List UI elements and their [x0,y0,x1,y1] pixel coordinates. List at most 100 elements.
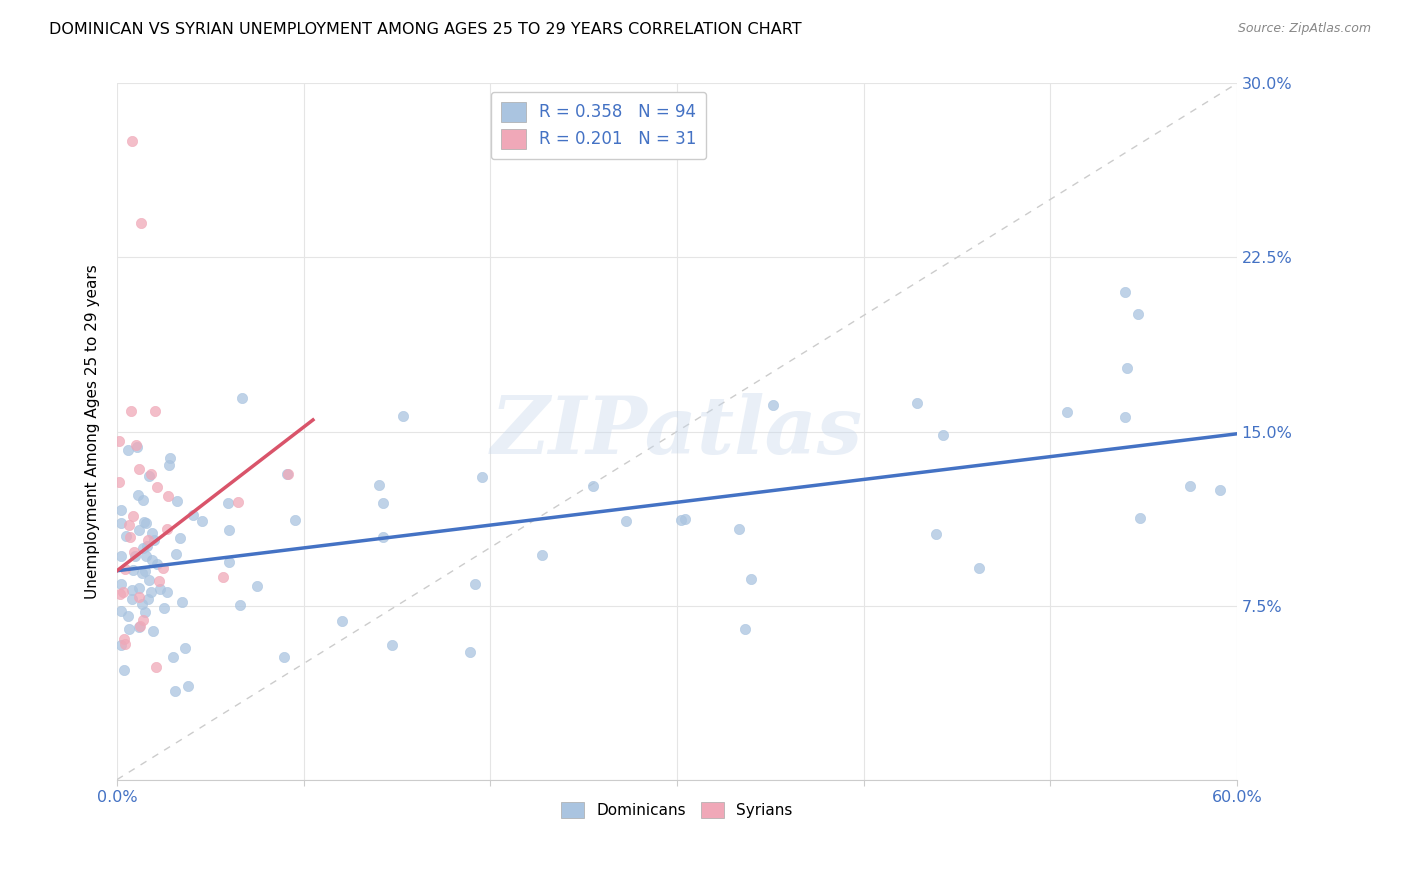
Point [1116,360,1139,375]
Point [191,514,214,528]
Point [157,458,180,472]
Point [614,514,637,528]
Point [141,467,163,482]
Point [131,493,153,508]
Point [211,570,233,584]
Point [112,585,135,599]
Point [115,528,138,542]
Point [131,597,153,611]
Point [112,632,135,646]
Point [110,516,132,531]
Point [146,480,169,494]
Point [728,522,751,536]
Point [176,679,198,693]
Point [136,539,159,553]
Point [165,547,187,561]
Point [120,404,142,418]
Point [110,576,132,591]
Point [1209,483,1232,497]
Point [142,624,165,638]
Point [169,531,191,545]
Point [277,467,299,481]
Point [121,582,143,597]
Point [114,637,136,651]
Point [110,503,132,517]
Point [129,216,152,230]
Text: ZIPatlas: ZIPatlas [491,392,863,470]
Point [143,533,166,547]
Point [125,438,148,452]
Point [118,623,141,637]
Point [226,494,249,508]
Point [153,600,176,615]
Text: Source: ZipAtlas.com: Source: ZipAtlas.com [1237,22,1371,36]
Point [132,515,155,529]
Y-axis label: Unemployment Among Ages 25 to 29 years: Unemployment Among Ages 25 to 29 years [86,264,100,599]
Point [121,591,143,606]
Point [110,604,132,618]
Point [148,574,170,588]
Point [124,545,146,559]
Point [246,579,269,593]
Point [273,650,295,665]
Point [128,590,150,604]
Point [135,549,157,564]
Point [610,146,633,161]
Point [170,595,193,609]
Point [129,619,152,633]
Point [1129,511,1152,525]
Text: DOMINICAN VS SYRIAN UNEMPLOYMENT AMONG AGES 25 TO 29 YEARS CORRELATION CHART: DOMINICAN VS SYRIAN UNEMPLOYMENT AMONG A… [49,22,801,37]
Point [156,522,179,536]
Point [181,508,204,522]
Point [734,622,756,636]
Point [967,561,990,575]
Point [135,516,157,530]
Point [740,572,762,586]
Point [367,478,389,492]
Point [128,462,150,476]
Point [108,434,131,448]
Point [464,576,486,591]
Point [110,587,132,601]
Point [141,525,163,540]
Point [128,581,150,595]
Point [145,558,167,572]
Point [112,664,135,678]
Point [108,475,131,490]
Point [1126,307,1149,321]
Point [110,549,132,563]
Point [134,606,156,620]
Point [121,135,143,149]
Point [276,467,298,481]
Point [1056,405,1078,419]
Point [134,564,156,578]
Point [128,523,150,537]
Legend: Dominicans, Syrians: Dominicans, Syrians [555,796,799,824]
Point [471,470,494,484]
Point [152,560,174,574]
Point [391,409,413,423]
Point [373,530,395,544]
Point [1114,285,1136,300]
Point [218,555,240,569]
Point [932,427,955,442]
Point [174,641,197,656]
Point [156,489,179,503]
Point [118,517,141,532]
Point [138,574,160,588]
Point [531,548,554,562]
Point [138,469,160,483]
Point [762,398,785,412]
Point [458,645,481,659]
Point [143,404,166,418]
Point [1114,409,1136,424]
Point [166,494,188,508]
Point [163,684,186,698]
Point [138,591,160,606]
Point [373,496,395,510]
Point [145,659,167,673]
Point [156,584,179,599]
Point [127,440,149,454]
Point [330,614,353,628]
Point [582,478,605,492]
